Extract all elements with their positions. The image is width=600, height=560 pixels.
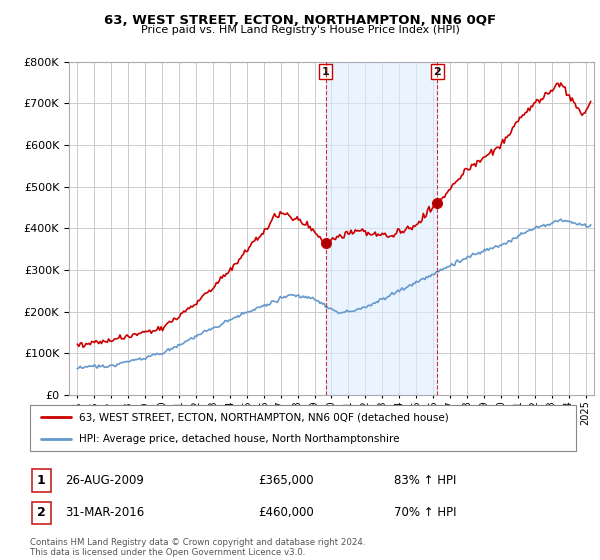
Text: 26-AUG-2009: 26-AUG-2009 (65, 474, 144, 487)
Text: 31-MAR-2016: 31-MAR-2016 (65, 506, 145, 520)
Text: 83% ↑ HPI: 83% ↑ HPI (394, 474, 457, 487)
Text: £460,000: £460,000 (259, 506, 314, 520)
FancyBboxPatch shape (30, 405, 576, 451)
Text: £365,000: £365,000 (259, 474, 314, 487)
Text: 2: 2 (433, 67, 441, 77)
Text: 70% ↑ HPI: 70% ↑ HPI (394, 506, 457, 520)
Text: Price paid vs. HM Land Registry's House Price Index (HPI): Price paid vs. HM Land Registry's House … (140, 25, 460, 35)
FancyBboxPatch shape (32, 502, 51, 524)
Text: 2: 2 (37, 506, 46, 520)
Text: Contains HM Land Registry data © Crown copyright and database right 2024.
This d: Contains HM Land Registry data © Crown c… (30, 538, 365, 557)
Text: 1: 1 (37, 474, 46, 487)
FancyBboxPatch shape (32, 469, 51, 492)
Bar (326, 62, 437, 395)
Text: 1: 1 (322, 67, 329, 77)
Text: HPI: Average price, detached house, North Northamptonshire: HPI: Average price, detached house, Nort… (79, 435, 400, 444)
Text: 63, WEST STREET, ECTON, NORTHAMPTON, NN6 0QF (detached house): 63, WEST STREET, ECTON, NORTHAMPTON, NN6… (79, 412, 449, 422)
Text: 63, WEST STREET, ECTON, NORTHAMPTON, NN6 0QF: 63, WEST STREET, ECTON, NORTHAMPTON, NN6… (104, 14, 496, 27)
